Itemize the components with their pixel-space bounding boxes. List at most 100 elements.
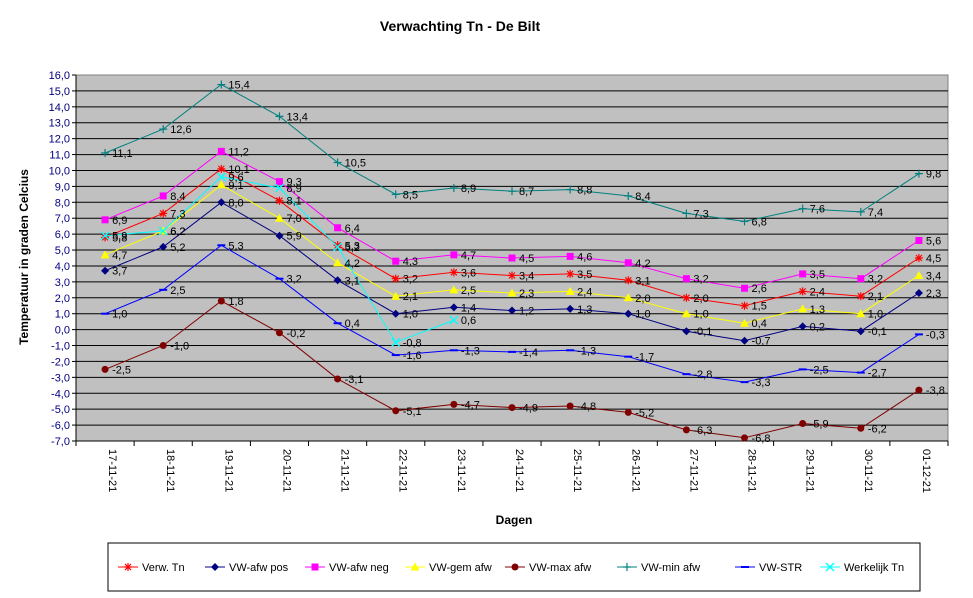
series-point	[333, 242, 343, 252]
series-point	[217, 147, 225, 155]
series-point	[334, 224, 342, 232]
series-point	[566, 402, 574, 410]
data-label: 1,5	[752, 301, 767, 313]
series-point	[798, 204, 807, 213]
series-point	[217, 80, 226, 89]
legend-label: VW-STR	[759, 562, 802, 574]
data-label: 8,5	[403, 189, 418, 201]
series-vw-max-afw	[101, 297, 923, 442]
series-point	[101, 365, 109, 373]
x-tick-label: 29-11-21	[804, 449, 816, 492]
series-point	[217, 164, 226, 173]
series-point	[914, 289, 923, 298]
data-label: 0,4	[345, 318, 360, 330]
x-axis-title: Dagen	[496, 513, 533, 527]
y-tick-label: 16,0	[49, 70, 70, 82]
series-vw-min-afw	[101, 80, 923, 226]
series-point	[799, 419, 807, 427]
series-point	[681, 309, 691, 318]
data-label: 0,2	[810, 321, 825, 333]
series-point	[158, 226, 168, 236]
data-label: 4,3	[403, 256, 418, 268]
y-axis-title: Temperatuur in graden Celcius	[17, 169, 31, 345]
data-label: 3,2	[868, 274, 883, 286]
legend-item: VW-STR	[735, 562, 802, 574]
data-label: 1,3	[577, 304, 592, 316]
series-layer	[100, 80, 924, 442]
data-label: 6,2	[170, 226, 185, 238]
series-point	[333, 158, 342, 167]
series-point	[857, 275, 865, 283]
data-label: 2,3	[519, 288, 534, 300]
series-point	[159, 209, 168, 218]
series-point	[217, 297, 225, 305]
data-label: -6,3	[693, 425, 712, 437]
series-point	[741, 434, 749, 442]
series-point	[275, 196, 284, 205]
x-tick-label: 20-11-21	[280, 449, 292, 492]
series-point	[449, 183, 458, 192]
series-point	[798, 287, 807, 296]
data-label: 3,6	[461, 267, 476, 279]
data-label: 3,1	[345, 275, 360, 287]
series-point	[275, 231, 284, 240]
data-label: -1,6	[403, 350, 422, 362]
series-point	[856, 207, 865, 216]
series-point	[159, 242, 168, 251]
series-point	[682, 426, 690, 434]
data-label: 3,5	[810, 269, 825, 281]
data-label: 8,7	[519, 186, 534, 198]
series-point	[508, 306, 516, 315]
series-point	[507, 288, 517, 297]
y-tick-label: -2,0	[51, 356, 70, 368]
series-point	[624, 276, 633, 285]
series-point	[741, 284, 749, 292]
data-label: -2,5	[112, 364, 131, 376]
legend-label: VW-gem afw	[429, 562, 492, 574]
series-point	[159, 342, 167, 350]
data-label: 1,4	[461, 302, 476, 314]
data-label: 2,6	[752, 283, 767, 295]
series-point	[274, 213, 284, 222]
y-tick-label: 8,0	[55, 197, 70, 209]
series-point	[274, 183, 284, 193]
series-point	[565, 286, 575, 295]
data-label: 2,1	[868, 291, 883, 303]
data-label: -1,4	[519, 347, 538, 359]
data-label: 5,8	[112, 232, 127, 244]
series-point	[449, 285, 459, 294]
y-tick-label: -5,0	[51, 404, 70, 416]
legend-item: Verw. Tn	[118, 562, 185, 574]
data-label: -1,3	[577, 345, 596, 357]
y-axis: -7,0 -6,0 -5,0 -4,0 -3,0 -2,0 -1,0 0,0 1,0 2,0 3,0…	[49, 70, 77, 448]
data-label: -0,3	[926, 329, 945, 341]
data-label: 3,2	[286, 274, 301, 286]
x-tick-label: 26-11-21	[629, 449, 641, 492]
x-tick-label: 19-11-21	[222, 449, 234, 492]
series-point	[914, 254, 923, 262]
series-point	[914, 169, 923, 178]
legend: Verw. Tn VW-afw pos VW-afw neg VW-gem afw VW…	[107, 542, 921, 592]
series-point	[624, 191, 633, 200]
data-label: 2,0	[635, 293, 650, 305]
series-point	[159, 125, 168, 134]
series-point	[682, 275, 690, 283]
series-point	[566, 269, 575, 278]
series-point	[392, 407, 400, 415]
series-point	[391, 274, 400, 283]
series-point	[159, 192, 167, 200]
legend-marker	[511, 563, 519, 571]
data-label: -0,7	[752, 336, 771, 348]
series-point	[101, 148, 110, 157]
series-point	[101, 233, 110, 242]
data-label: 6,2	[170, 226, 185, 238]
legend-marker	[124, 563, 132, 571]
data-label: 4,2	[345, 258, 360, 270]
data-label: 4,2	[635, 258, 650, 270]
series-point	[856, 309, 866, 318]
data-label: 11,1	[112, 148, 133, 160]
data-label: -3,1	[345, 374, 364, 386]
legend-item: VW-afw pos	[205, 562, 289, 574]
data-label: -0,1	[868, 326, 887, 338]
